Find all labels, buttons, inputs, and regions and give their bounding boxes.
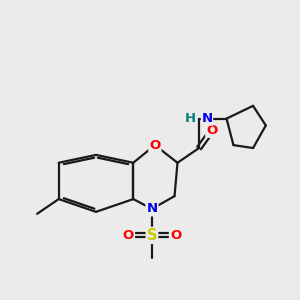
Text: O: O [123,229,134,242]
Text: O: O [206,124,218,137]
Text: N: N [201,112,213,125]
Text: O: O [170,229,181,242]
Text: N: N [146,202,158,215]
Text: O: O [149,139,161,152]
Text: H: H [184,112,196,125]
Text: S: S [147,228,157,243]
